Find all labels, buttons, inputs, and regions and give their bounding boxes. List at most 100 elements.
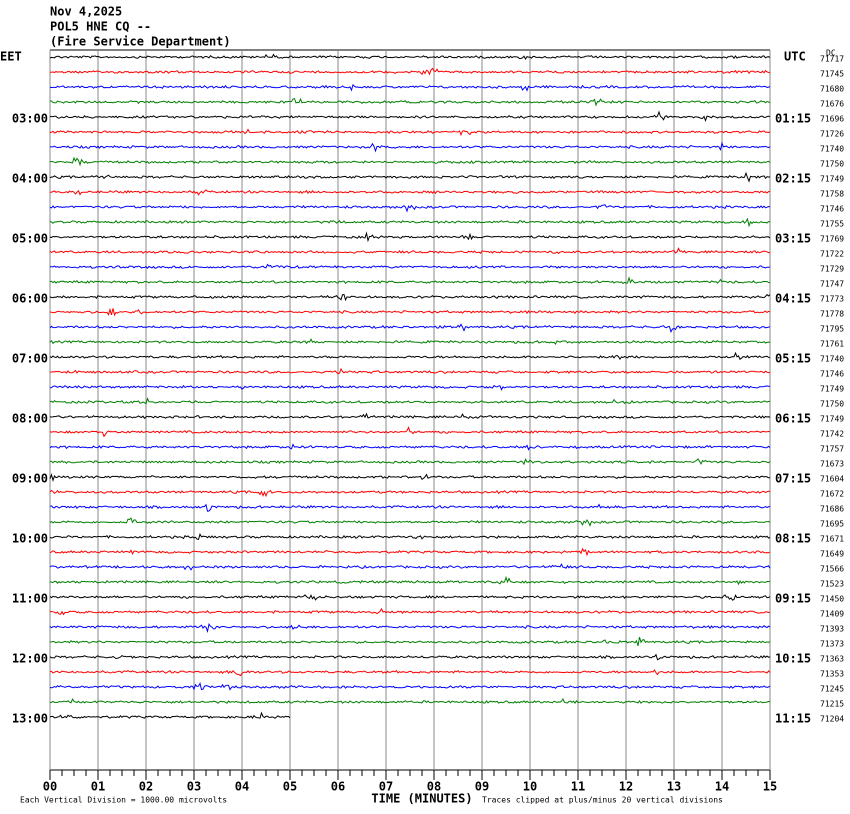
- dc-value: 71204: [820, 715, 844, 724]
- trace: [49, 607, 771, 616]
- dc-value: 71353: [820, 670, 844, 679]
- dc-value: 71649: [820, 550, 844, 559]
- right-time-label: 06:15: [775, 412, 811, 426]
- left-time-label: 04:00: [12, 172, 48, 186]
- left-time-label: 06:00: [12, 292, 48, 306]
- dc-value: 71758: [820, 190, 844, 199]
- trace: [49, 171, 771, 183]
- trace: [49, 669, 771, 677]
- x-tick-label: 14: [715, 780, 729, 794]
- trace: [49, 563, 771, 571]
- dc-value: 71746: [820, 205, 844, 214]
- left-timezone: EET: [0, 50, 22, 64]
- dc-value: 71747: [820, 280, 844, 289]
- trace: [49, 594, 771, 601]
- dc-value: 71745: [820, 70, 844, 79]
- trace: [49, 458, 771, 466]
- right-time-label: 05:15: [775, 352, 811, 366]
- dc-value: 71696: [820, 115, 844, 124]
- x-tick-label: 08: [427, 780, 441, 794]
- dc-value: 71749: [820, 175, 844, 184]
- x-tick-label: 01: [91, 780, 105, 794]
- dc-value: 71393: [820, 625, 844, 634]
- trace: [49, 247, 770, 255]
- trace: [49, 263, 771, 269]
- dc-value: 71749: [820, 385, 844, 394]
- dc-value: 71245: [820, 685, 844, 694]
- left-time-label: 10:00: [12, 532, 48, 546]
- dc-value: 71740: [820, 355, 844, 364]
- trace: [49, 711, 291, 719]
- trace: [49, 533, 771, 540]
- trace: [49, 351, 771, 361]
- dc-value: 71604: [820, 475, 844, 484]
- scale-note: Each Vertical Division = 1000.00 microvo…: [20, 796, 227, 805]
- x-tick-label: 12: [619, 780, 633, 794]
- x-tick-label: 09: [475, 780, 489, 794]
- trace: [49, 384, 771, 391]
- trace: [49, 53, 771, 60]
- dc-value: 71742: [820, 430, 844, 439]
- trace: [49, 412, 771, 420]
- x-tick-label: 05: [283, 780, 297, 794]
- trace: [49, 293, 771, 302]
- trace: [49, 503, 771, 512]
- left-time-label: 05:00: [12, 232, 48, 246]
- right-time-label: 02:15: [775, 172, 811, 186]
- date: Nov 4,2025: [50, 5, 122, 19]
- dc-value: 71523: [820, 580, 844, 589]
- dc-value: 71750: [820, 160, 844, 169]
- dc-value: 71695: [820, 520, 844, 529]
- dc-value: 71749: [820, 415, 844, 424]
- trace: [49, 575, 771, 586]
- dc-value: 71769: [820, 235, 844, 244]
- trace: [49, 83, 771, 92]
- left-time-label: 11:00: [12, 592, 48, 606]
- trace: [49, 622, 771, 633]
- trace: [49, 141, 771, 153]
- dc-value: 71740: [820, 145, 844, 154]
- trace: [49, 426, 771, 438]
- trace: [49, 697, 771, 704]
- dc-value: 71215: [820, 700, 844, 709]
- right-time-label: 09:15: [775, 592, 811, 606]
- x-tick-label: 00: [43, 780, 57, 794]
- right-time-label: 11:15: [775, 712, 811, 726]
- x-tick-label: 06: [331, 780, 345, 794]
- dc-value: 71773: [820, 295, 844, 304]
- trace: [49, 307, 771, 317]
- left-time-label: 13:00: [12, 712, 48, 726]
- trace: [49, 338, 771, 346]
- dc-value: 71409: [820, 610, 844, 619]
- trace: [49, 489, 771, 498]
- x-tick-label: 13: [667, 780, 681, 794]
- trace: [49, 653, 771, 661]
- trace: [49, 473, 770, 482]
- station: POL5 HNE CQ --: [50, 20, 151, 34]
- trace: [49, 636, 771, 647]
- dc-value: 71778: [820, 310, 844, 319]
- trace: [49, 231, 771, 243]
- left-time-label: 09:00: [12, 472, 48, 486]
- dc-value: 71686: [820, 505, 844, 514]
- trace: [49, 547, 771, 557]
- dc-value: 71680: [820, 85, 844, 94]
- x-tick-label: 10: [523, 780, 537, 794]
- trace: [49, 397, 771, 405]
- right-time-label: 04:15: [775, 292, 811, 306]
- dc-value: 71373: [820, 640, 844, 649]
- right-time-label: 07:15: [775, 472, 811, 486]
- trace: [49, 323, 771, 333]
- x-tick-label: 07: [379, 780, 393, 794]
- dc-value: 71672: [820, 490, 844, 499]
- right-timezone: UTC: [784, 50, 806, 64]
- trace: [49, 156, 771, 167]
- left-time-label: 03:00: [12, 112, 48, 126]
- x-tick-label: 02: [139, 780, 153, 794]
- trace: [49, 110, 771, 122]
- right-time-label: 08:15: [775, 532, 811, 546]
- trace: [49, 67, 771, 76]
- dc-value: 71746: [820, 370, 844, 379]
- dc-label: DC: [826, 49, 836, 58]
